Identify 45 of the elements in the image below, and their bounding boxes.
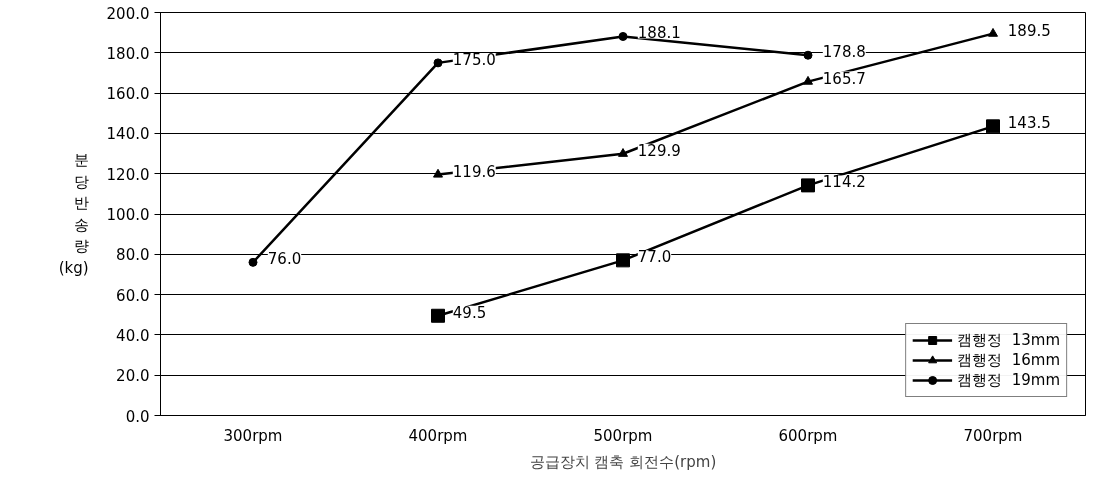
x-tick-label: 700rpm: [963, 426, 1023, 445]
y-tick-label: 20.0: [116, 367, 150, 386]
legend-label: 캠행정 16mm: [957, 350, 1060, 370]
y-tick-label: 200.0: [106, 4, 150, 23]
y-tick-label: 140.0: [106, 125, 150, 144]
data-label: 129.9: [637, 141, 681, 160]
point: [618, 148, 628, 157]
point: [433, 58, 443, 68]
x-axis-title: 공급장치 캠축 회전수(rpm): [529, 452, 717, 471]
data-label: 49.5: [452, 303, 487, 322]
x-tick-label: 500rpm: [593, 426, 653, 445]
y-tick-label: 0.0: [125, 407, 150, 426]
data-label: 76.0: [267, 250, 302, 269]
y-tick-label: 100.0: [106, 206, 150, 224]
data-label: 175.0: [452, 50, 496, 69]
point: [616, 253, 630, 268]
point: [988, 27, 998, 37]
point: [431, 308, 445, 323]
data-label: 188.1: [637, 24, 681, 43]
legend-label: 캠행정 19mm: [957, 370, 1060, 390]
y-tick-label: 60.0: [116, 286, 150, 305]
y-tick-label: 80.0: [116, 246, 150, 265]
y-tick-label: 180.0: [106, 44, 150, 63]
legend-label: 캠행정 13mm: [957, 330, 1060, 350]
point: [986, 119, 1000, 134]
data-label: 165.7: [822, 69, 866, 88]
x-tick-label: 600rpm: [778, 426, 838, 445]
x-tick-label: 400rpm: [408, 426, 468, 445]
y-tick-label: 160.0: [106, 85, 150, 104]
point: [801, 178, 815, 193]
point: [618, 31, 628, 41]
point: [803, 50, 813, 60]
data-label: 77.0: [637, 248, 672, 267]
data-label: 143.5: [1007, 114, 1051, 133]
data-label: 114.2: [822, 173, 866, 192]
data-label: 178.8: [822, 43, 866, 62]
point: [803, 75, 813, 85]
point: [248, 257, 258, 267]
y-tick-label: 40.0: [116, 326, 150, 345]
y-tick-label: 120.0: [106, 165, 150, 184]
data-label: 189.5: [1007, 21, 1051, 40]
y-axis-title: 분당반송량(kg): [58, 151, 89, 277]
x-tick-label: 300rpm: [223, 426, 283, 445]
point: [433, 168, 443, 178]
data-label: 119.6: [452, 162, 496, 181]
